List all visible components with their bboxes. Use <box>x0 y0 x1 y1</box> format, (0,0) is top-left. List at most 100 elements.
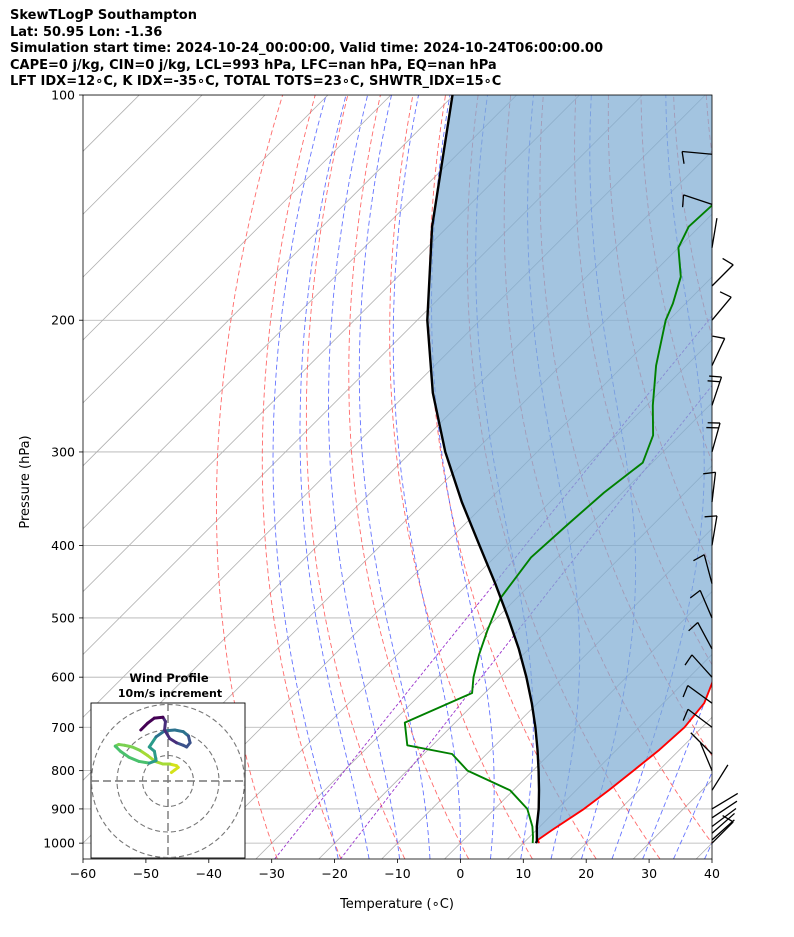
x-tick-label: −30 <box>259 866 285 881</box>
hodograph-segment <box>139 721 150 732</box>
wind-barb-feather <box>703 471 716 475</box>
hodograph-ring <box>91 703 245 858</box>
hodograph-segment <box>152 749 158 763</box>
dry-adiabat <box>216 95 284 859</box>
x-tick-label: 0 <box>456 866 464 881</box>
x-tick-label: 20 <box>578 866 594 881</box>
hodograph-segment <box>137 759 151 765</box>
wind-barb <box>699 590 713 619</box>
hodograph-subtitle: 10m/s increment <box>118 687 222 700</box>
title-station: SkewTLogP Southampton <box>10 8 197 23</box>
x-tick-label: 30 <box>641 866 657 881</box>
moist-adiabat <box>272 95 339 859</box>
isotherm-line <box>83 95 329 341</box>
y-tick-label: 700 <box>51 720 75 735</box>
isotherm-line <box>570 716 712 859</box>
wind-barbs <box>681 150 739 844</box>
wind-barb <box>711 812 735 834</box>
x-tick-label: −10 <box>384 866 410 881</box>
wind-barb-feather <box>709 375 722 378</box>
isotherm-line <box>83 95 266 278</box>
y-tick-label: 500 <box>51 610 75 625</box>
isotherm-line <box>381 528 712 859</box>
x-tick-label: −60 <box>70 866 96 881</box>
wind-barb <box>711 792 739 810</box>
wind-barb <box>711 807 737 828</box>
y-tick-label: 300 <box>51 444 75 459</box>
wind-barb-feather <box>689 589 701 599</box>
dry-adiabat <box>503 95 712 844</box>
cin-shading <box>427 95 712 844</box>
hodograph-title: Wind Profile <box>129 671 209 685</box>
hodograph-segment <box>138 748 150 757</box>
wind-barb <box>691 654 713 678</box>
moist-adiabat <box>299 95 370 859</box>
parcel-line <box>426 95 541 844</box>
x-tick-label: −20 <box>321 866 347 881</box>
wind-barb <box>711 218 718 248</box>
x-tick-label: −50 <box>133 866 159 881</box>
dry-adiabat <box>261 95 342 859</box>
wind-barb <box>699 742 713 771</box>
dry-adiabat <box>771 95 794 859</box>
hodograph-plot <box>91 703 245 858</box>
wind-barb <box>682 150 713 155</box>
hodograph-segment <box>154 729 167 739</box>
wind-barb <box>711 472 717 503</box>
title-stability-indices: LFT IDX=12∘C, K IDX=-35∘C, TOTAL TOTS=23… <box>10 74 502 89</box>
hodograph-segment <box>147 735 158 749</box>
dry-adiabat <box>705 95 712 159</box>
chart-title-block: SkewTLogP Southampton Lat: 50.95 Lon: -1… <box>10 8 603 91</box>
wind-barb <box>711 819 735 841</box>
profile-lines <box>403 95 712 844</box>
wind-barb-feather <box>688 622 699 632</box>
mixing-ratio-line <box>274 315 712 859</box>
y-tick-label: 900 <box>51 801 75 816</box>
wind-barb-feather <box>693 554 705 562</box>
isotherm-line <box>83 95 392 404</box>
moist-adiabat <box>673 771 712 859</box>
title-times: Simulation start time: 2024-10-24_00:00:… <box>10 41 603 56</box>
temperature-line <box>536 680 712 844</box>
x-tick-label: −40 <box>196 866 222 881</box>
y-tick-label: 600 <box>51 670 75 685</box>
mixing-ratio-line <box>340 384 712 859</box>
moist-adiabat <box>642 680 712 859</box>
title-convective-params: CAPE=0 j/kg, CIN=0 j/kg, LCL=993 hPa, LF… <box>10 57 497 73</box>
wind-barb-feather <box>681 151 685 164</box>
dewpoint-line <box>403 204 712 844</box>
y-tick-label: 800 <box>51 763 75 778</box>
wind-barb <box>687 708 713 728</box>
x-tick-label: 40 <box>704 866 720 881</box>
hodograph-segment <box>163 728 172 740</box>
hodograph-inset <box>90 702 246 859</box>
wind-barb-feather <box>682 709 689 721</box>
x-axis-label: Temperature (∘C) <box>339 897 454 912</box>
isotherm-line <box>83 95 455 467</box>
wind-barb <box>697 622 713 650</box>
title-location: Lat: 50.95 Lon: -1.36 <box>10 24 163 40</box>
x-tick-label: 10 <box>515 866 531 881</box>
wind-barb <box>711 338 726 366</box>
y-tick-label: 1000 <box>43 836 75 851</box>
wind-barb <box>711 296 732 321</box>
dry-adiabat <box>389 95 533 859</box>
wind-barb-feather <box>704 515 717 518</box>
hodograph-segment <box>118 749 131 759</box>
axis-ticks: −60 −50 −40 −30 −20 −10 0 10 20 30 40 100 200 300 400 5… <box>43 88 720 882</box>
y-axis-label: Pressure (hPa) <box>18 435 33 528</box>
y-tick-label: 400 <box>51 538 75 553</box>
wind-barb-feather <box>722 257 734 266</box>
wind-barb-feather <box>712 335 725 340</box>
wind-barb <box>711 764 729 791</box>
wind-barb <box>711 515 718 546</box>
wind-barb <box>711 264 734 287</box>
wind-barb <box>711 821 734 844</box>
wind-barb <box>690 732 713 755</box>
wind-barb <box>703 554 713 584</box>
wind-barb <box>687 685 713 704</box>
hodograph-segment <box>127 755 141 763</box>
dry-adiabat <box>305 95 406 859</box>
isotherm-line <box>83 95 517 530</box>
